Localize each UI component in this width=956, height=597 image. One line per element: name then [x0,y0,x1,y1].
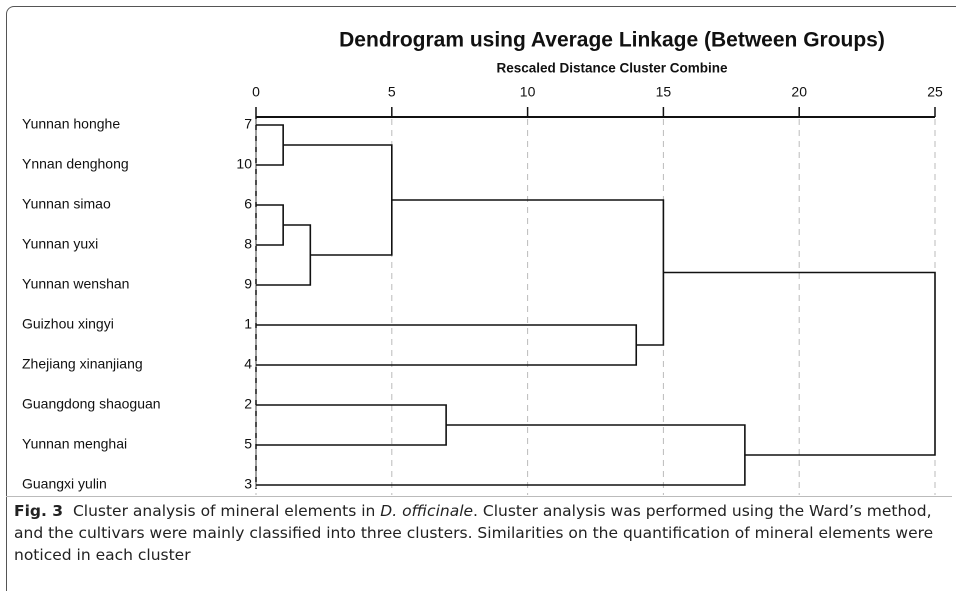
x-tick-label: 0 [252,84,260,100]
leaf-id: 5 [244,436,252,452]
caption-species: D. officinale [380,502,474,520]
x-tick-label: 20 [791,84,807,100]
leaf-label: Yunnan honghe [22,116,120,132]
leaf-id: 7 [244,116,252,132]
caption-separator [6,496,952,497]
leaf-id: 4 [244,356,252,372]
caption-text: . Cluster analysis was performed using t… [14,502,934,564]
x-tick-label: 5 [388,84,396,100]
leaf-id: 6 [244,196,252,212]
leaf-label: Yunnan yuxi [22,236,98,252]
caption: Fig. 3 Cluster analysis of mineral eleme… [14,500,944,566]
caption-label: Fig. 3 [14,502,64,520]
figure-frame [6,6,956,591]
leaf-label: Guizhou xingyi [22,316,114,332]
leaf-label: Yunnan simao [22,196,111,212]
chart-title: Dendrogram using Average Linkage (Betwee… [339,29,885,52]
leaf-label: Zhejiang xinanjiang [22,356,143,372]
leaf-id: 3 [244,476,252,492]
dendrogram-link [256,424,746,486]
dendrogram-link [256,204,284,246]
chart: Dendrogram using Average Linkage (Betwee… [22,29,943,495]
x-tick-label: 25 [927,84,943,100]
leaf-label: Yunnan wenshan [22,276,129,292]
dendrogram-link [283,144,393,256]
leaf-id: 2 [244,396,252,412]
leaf-label: Ynnan denghong [22,156,129,172]
dendrogram-link [256,124,284,166]
leaf-label: Yunnan menghai [22,436,127,452]
leaf-id: 1 [244,316,252,332]
caption-text: Cluster analysis of mineral elements in [72,502,381,520]
leaf-label: Guangdong shaoguan [22,396,161,412]
dendrogram-link [256,324,638,366]
chart-subtitle: Rescaled Distance Cluster Combine [496,61,728,76]
x-tick-label: 10 [520,84,536,100]
leaf-id: 10 [236,156,252,172]
leaf-id: 8 [244,236,252,252]
leaf-label: Guangxi yulin [22,476,107,492]
leaf-id: 9 [244,276,252,292]
dendrogram-link [256,404,447,446]
x-tick-label: 15 [656,84,672,100]
dendrogram-link [663,271,936,456]
